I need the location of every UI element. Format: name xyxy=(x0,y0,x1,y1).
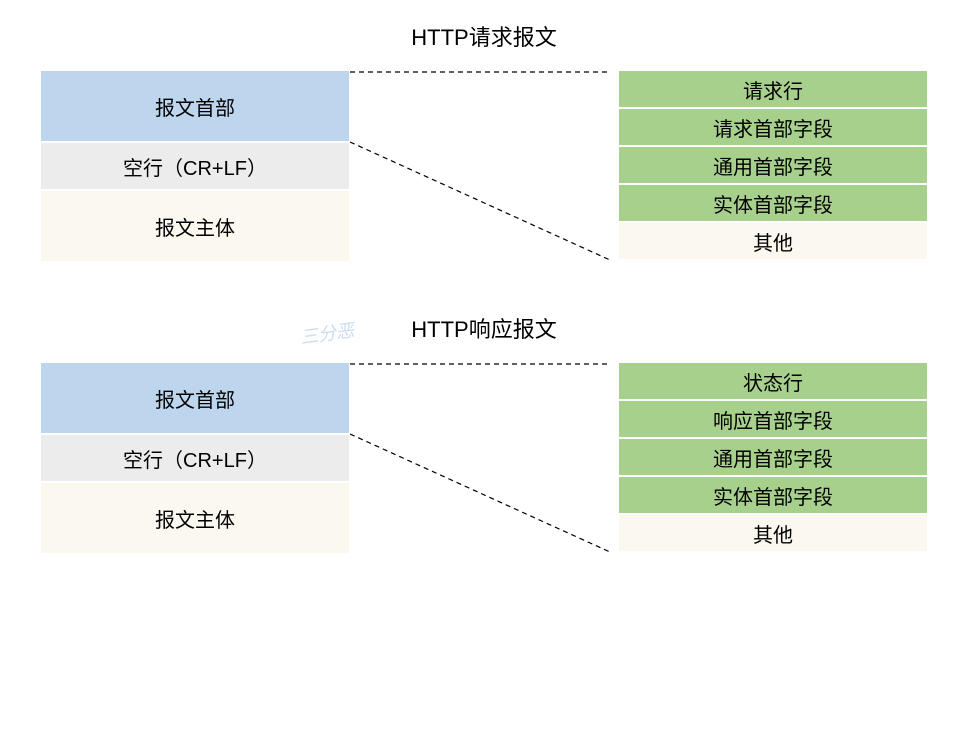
response-right-item: 响应首部字段 xyxy=(618,400,928,438)
request-left-stack: 报文首部 空行（CR+LF） 报文主体 xyxy=(40,70,350,262)
request-right-item: 实体首部字段 xyxy=(618,184,928,222)
request-right-item: 请求行 xyxy=(618,70,928,108)
response-right-stack: 状态行 响应首部字段 通用首部字段 实体首部字段 其他 xyxy=(618,362,928,552)
request-right-item: 其他 xyxy=(618,222,928,260)
response-right-item: 通用首部字段 xyxy=(618,438,928,476)
response-right-item: 状态行 xyxy=(618,362,928,400)
request-connectors xyxy=(350,70,610,270)
response-left-stack: 报文首部 空行（CR+LF） 报文主体 xyxy=(40,362,350,554)
response-section: HTTP响应报文 报文首部 空行（CR+LF） 报文主体 状态行 响应首部字段 … xyxy=(40,312,928,554)
response-title: HTTP响应报文 xyxy=(40,312,928,344)
response-left-body: 报文主体 xyxy=(40,482,350,554)
response-diagram: 报文首部 空行（CR+LF） 报文主体 状态行 响应首部字段 通用首部字段 实体… xyxy=(40,362,928,554)
response-connectors xyxy=(350,362,610,562)
response-left-blank: 空行（CR+LF） xyxy=(40,434,350,482)
request-title: HTTP请求报文 xyxy=(40,20,928,52)
request-right-item: 通用首部字段 xyxy=(618,146,928,184)
request-section: HTTP请求报文 报文首部 空行（CR+LF） 报文主体 请求行 请求首部字段 … xyxy=(40,20,928,262)
request-left-header: 报文首部 xyxy=(40,70,350,142)
response-right-item: 其他 xyxy=(618,514,928,552)
request-right-item: 请求首部字段 xyxy=(618,108,928,146)
request-left-body: 报文主体 xyxy=(40,190,350,262)
request-diagram: 报文首部 空行（CR+LF） 报文主体 请求行 请求首部字段 通用首部字段 实体… xyxy=(40,70,928,262)
request-right-stack: 请求行 请求首部字段 通用首部字段 实体首部字段 其他 xyxy=(618,70,928,260)
response-left-header: 报文首部 xyxy=(40,362,350,434)
request-left-blank: 空行（CR+LF） xyxy=(40,142,350,190)
response-right-item: 实体首部字段 xyxy=(618,476,928,514)
